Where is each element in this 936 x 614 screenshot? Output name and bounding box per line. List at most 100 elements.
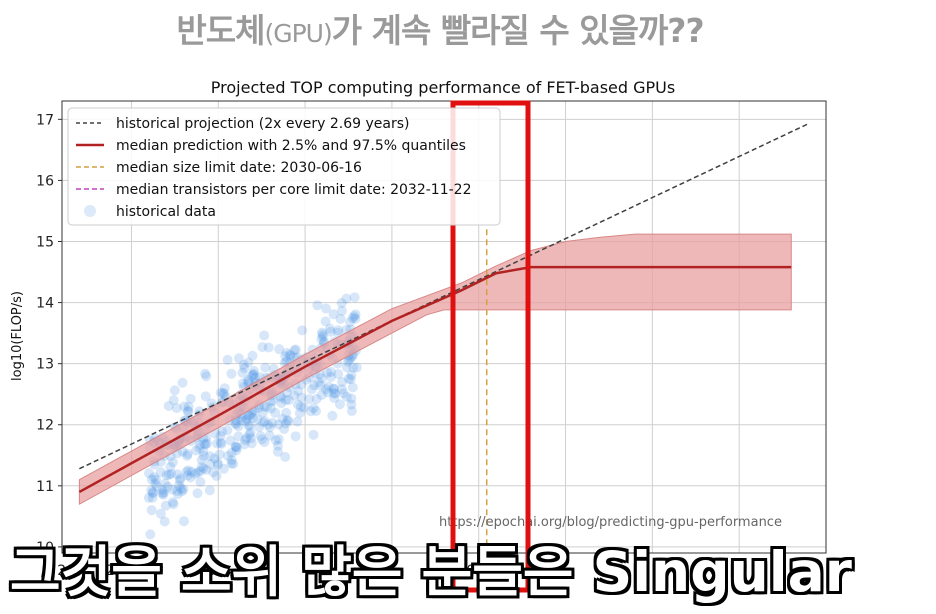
- historical-data-point: [158, 489, 169, 500]
- historical-data-point: [308, 429, 319, 440]
- historical-data-point: [195, 476, 206, 487]
- historical-data-point: [178, 516, 189, 527]
- historical-data-point: [231, 419, 242, 430]
- historical-data-point: [161, 470, 172, 481]
- slide-title: 반도체(GPU)가 계속 빨라질 수 있을까??: [0, 4, 880, 52]
- historical-data-point: [146, 485, 157, 496]
- historical-data-point: [336, 298, 347, 309]
- historical-data-point: [194, 442, 205, 453]
- historical-data-point: [258, 417, 269, 428]
- slide-title-rest: 가 계속 빨라질 수 있을까??: [331, 11, 705, 50]
- chart-title: Projected TOP computing performance of F…: [211, 78, 675, 97]
- historical-data-point: [168, 499, 179, 510]
- historical-data-point: [230, 418, 241, 429]
- historical-data-point: [239, 363, 250, 374]
- historical-data-point: [328, 388, 339, 399]
- historical-data-point: [283, 394, 294, 405]
- historical-data-point: [237, 378, 248, 389]
- historical-data-point: [177, 486, 188, 497]
- historical-data-point: [169, 385, 180, 396]
- historical-data-point: [285, 349, 296, 360]
- historical-data-point: [183, 465, 194, 476]
- historical-data-point: [200, 391, 211, 402]
- historical-data-point: [163, 469, 174, 480]
- historical-data-point: [143, 492, 154, 503]
- historical-data-point: [243, 410, 254, 421]
- historical-data-point: [181, 466, 192, 477]
- historical-data-point: [247, 350, 258, 361]
- historical-data-point: [185, 393, 196, 404]
- historical-data-point: [162, 481, 173, 492]
- historical-data-point: [192, 488, 203, 499]
- historical-data-point: [274, 344, 285, 355]
- video-subtitle: 그것을 소위 많은 분들은 Singular: [10, 540, 852, 604]
- historical-data-point: [282, 415, 293, 426]
- historical-data-point: [275, 392, 286, 403]
- y-tick-label: 14: [36, 296, 54, 312]
- historical-data-point: [239, 439, 250, 450]
- historical-data-point: [231, 445, 242, 456]
- historical-data-point: [172, 489, 183, 500]
- historical-data-point: [208, 467, 219, 478]
- historical-data-point: [209, 453, 220, 464]
- historical-data-point: [328, 309, 339, 320]
- y-axis-label: log10(FLOP/s): [10, 291, 25, 381]
- historical-data-point: [347, 313, 358, 324]
- legend-label: median size limit date: 2030-06-16: [116, 160, 362, 176]
- historical-data-point: [273, 419, 284, 430]
- historical-data-point: [246, 433, 257, 444]
- historical-data-point: [346, 399, 357, 410]
- historical-data-point: [294, 408, 305, 419]
- historical-data-point: [264, 422, 275, 433]
- historical-data-point: [296, 392, 307, 403]
- historical-data-point: [260, 362, 271, 373]
- historical-data-point: [276, 398, 287, 409]
- historical-data-point: [167, 497, 178, 508]
- historical-data-point: [333, 325, 344, 336]
- historical-data-point: [226, 455, 237, 466]
- historical-data-point: [338, 388, 349, 399]
- y-tick-label: 13: [36, 357, 54, 373]
- historical-data-point: [320, 316, 331, 327]
- historical-data-point: [256, 434, 267, 445]
- historical-data-point: [317, 329, 328, 340]
- historical-data-point: [204, 485, 215, 496]
- historical-data-point: [244, 420, 255, 431]
- historical-data-point: [237, 367, 248, 378]
- historical-data-point: [263, 342, 274, 353]
- historical-data-point: [259, 330, 270, 341]
- historical-data-point: [248, 368, 259, 379]
- historical-data-point: [151, 481, 162, 492]
- historical-data-point: [345, 374, 356, 385]
- historical-data-point: [191, 445, 202, 456]
- historical-data-point: [182, 406, 193, 417]
- historical-data-point: [177, 377, 188, 388]
- historical-data-point: [219, 383, 230, 394]
- historical-data-point: [226, 447, 237, 458]
- historical-data-point: [280, 418, 291, 429]
- historical-data-point: [316, 389, 327, 400]
- historical-data-point: [198, 450, 209, 461]
- historical-data-point: [324, 323, 335, 334]
- historical-data-point: [147, 487, 158, 498]
- historical-data-point: [190, 468, 201, 479]
- median-prediction-line: [78, 265, 792, 494]
- historical-data-point: [322, 367, 333, 378]
- historical-data-point: [158, 487, 169, 498]
- historical-data-point: [322, 387, 333, 398]
- historical-data-point: [182, 450, 193, 461]
- historical-data-point: [214, 449, 225, 460]
- legend-label: median prediction with 2.5% and 97.5% qu…: [116, 138, 466, 154]
- historical-data-point: [334, 399, 345, 410]
- historical-data-point: [346, 393, 357, 404]
- x-tick-label: 20: [57, 563, 75, 579]
- historical-data-point: [292, 399, 303, 410]
- historical-data-point: [196, 461, 207, 472]
- x-tick-label: 2010: [106, 563, 142, 579]
- historical-data-point: [245, 427, 256, 438]
- historical-data-point: [147, 492, 158, 503]
- historical-data-point: [233, 353, 244, 364]
- historical-data-point: [243, 420, 254, 431]
- historical-data-point: [248, 412, 259, 423]
- historical-data-point: [255, 431, 266, 442]
